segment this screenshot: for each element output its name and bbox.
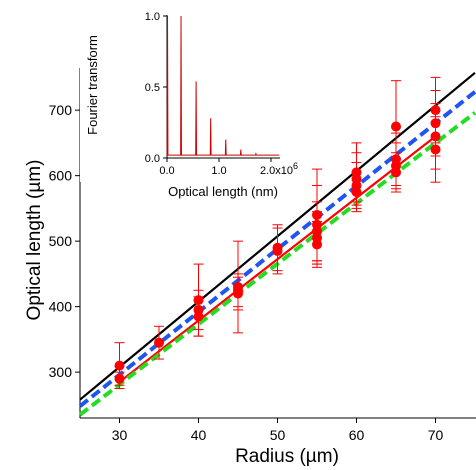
data-point	[114, 360, 125, 371]
inset-y-tick-label: 0.0	[145, 153, 160, 165]
data-point	[391, 121, 401, 132]
y-tick-label: 400	[49, 299, 73, 315]
inset-y-ticks: 0.0 0.5 1.0	[145, 11, 167, 165]
blue-dashed-line	[78, 90, 476, 408]
inset-x-tick-label: 2.0x106	[260, 161, 298, 177]
y-tick-label: 300	[49, 364, 73, 380]
inset-x-tick-label: 0.0	[159, 165, 174, 177]
y-tick-label: 600	[49, 168, 73, 184]
inset-x-axis-title: Optical length (nm)	[168, 184, 278, 199]
inset-x-ticks: 0.0 1.0 2.0x106	[159, 158, 298, 177]
inset-y-tick-label: 1.0	[145, 11, 160, 23]
y-tick-label: 500	[49, 233, 73, 249]
data-point	[193, 311, 204, 322]
x-axis-title: Radius (µm)	[235, 446, 339, 467]
data-point	[154, 337, 164, 348]
inset-x-tick-label: 1.0	[211, 165, 226, 177]
main-y-ticks: 300 400 500 600 700	[49, 102, 80, 380]
y-axis-title: Optical length (µm)	[24, 160, 45, 321]
data-point	[391, 167, 401, 178]
x-tick-label: 30	[112, 427, 128, 443]
data-point	[312, 239, 322, 250]
inset-background	[80, 10, 290, 182]
inset-y-tick-label: 0.5	[145, 82, 160, 94]
x-tick-label: 40	[191, 427, 207, 443]
y-tick-label: 700	[49, 102, 73, 118]
inset-spectrum-line	[166, 15, 280, 156]
data-point	[430, 144, 441, 155]
data-point	[233, 288, 243, 299]
inset-y-axis-title: Fourier transform	[85, 35, 100, 135]
data-point	[272, 245, 283, 256]
data-point	[114, 373, 125, 384]
x-tick-label: 70	[428, 427, 444, 443]
x-tick-label: 60	[349, 427, 365, 443]
data-point	[351, 187, 362, 198]
main-points	[114, 76, 441, 390]
main-x-ticks: 30 40 50 60 70	[112, 418, 444, 443]
x-tick-label: 50	[270, 427, 286, 443]
